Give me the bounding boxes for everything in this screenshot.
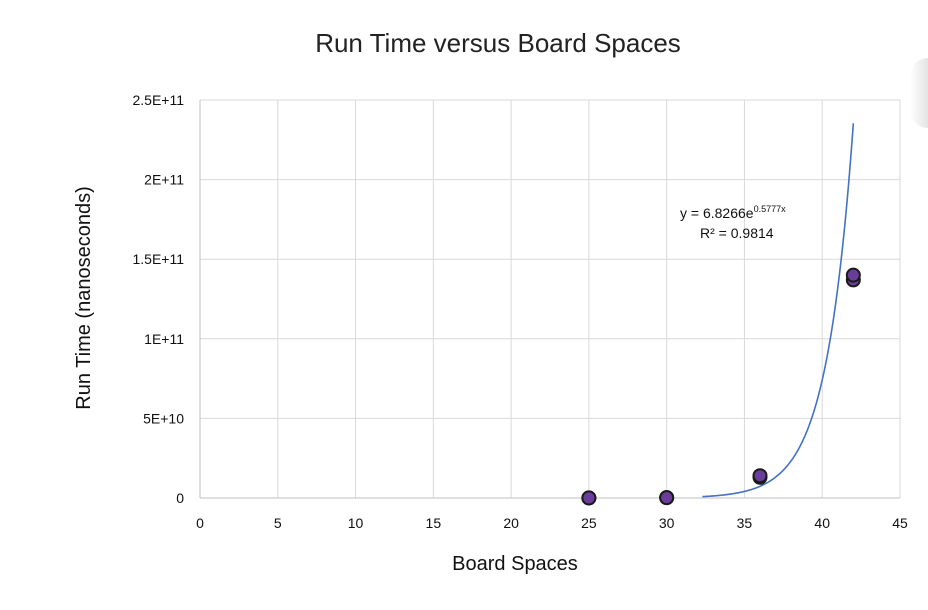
data-point: [752, 468, 768, 484]
x-tick-label: 30: [659, 515, 675, 531]
r-squared-label: R² = 0.9814: [700, 225, 774, 241]
x-tick-label: 25: [581, 515, 597, 531]
svg-text:y = 6.8266e0.5777x: y = 6.8266e0.5777x: [680, 204, 786, 221]
x-tick-label: 45: [892, 515, 908, 531]
chart-title: Run Time versus Board Spaces: [315, 28, 681, 58]
equation-exponent: 0.5777x: [754, 204, 787, 214]
y-tick-label: 2E+11: [144, 172, 184, 188]
data-point: [581, 490, 597, 506]
y-tick-label: 5E+10: [143, 410, 184, 426]
x-tick-label: 35: [737, 515, 753, 531]
x-tick-label: 10: [348, 515, 364, 531]
grid-lines: [200, 99, 901, 498]
data-point: [659, 490, 675, 506]
data-point: [845, 267, 861, 283]
y-axis-title: Run Time (nanoseconds): [73, 186, 95, 409]
y-tick-label: 2.5E+11: [132, 92, 184, 108]
x-axis-title: Board Spaces: [452, 553, 578, 575]
trendline-layer: [702, 123, 855, 498]
x-tick-label: 20: [503, 515, 519, 531]
x-tick-label: 0: [196, 515, 204, 531]
trendline-equation: y = 6.8266e0.5777x R² = 0.9814: [680, 204, 786, 241]
trendline-curve: [702, 123, 855, 498]
x-tick-label: 5: [274, 515, 282, 531]
y-tick-labels: 0 5E+10 1E+11 1.5E+11 2E+11 2.5E+11: [132, 92, 184, 506]
x-tick-label: 15: [426, 515, 442, 531]
x-tick-labels: 0 5 10 15 20 25 30 35 40 45: [196, 515, 908, 531]
data-points: [581, 267, 861, 506]
y-tick-label: 1E+11: [144, 331, 184, 347]
y-tick-label: 0: [176, 490, 184, 506]
edge-shadow: [910, 58, 928, 128]
y-tick-label: 1.5E+11: [132, 251, 184, 267]
x-tick-label: 40: [814, 515, 830, 531]
equation-prefix: y = 6.8266e: [680, 205, 754, 221]
axes: [199, 100, 900, 499]
